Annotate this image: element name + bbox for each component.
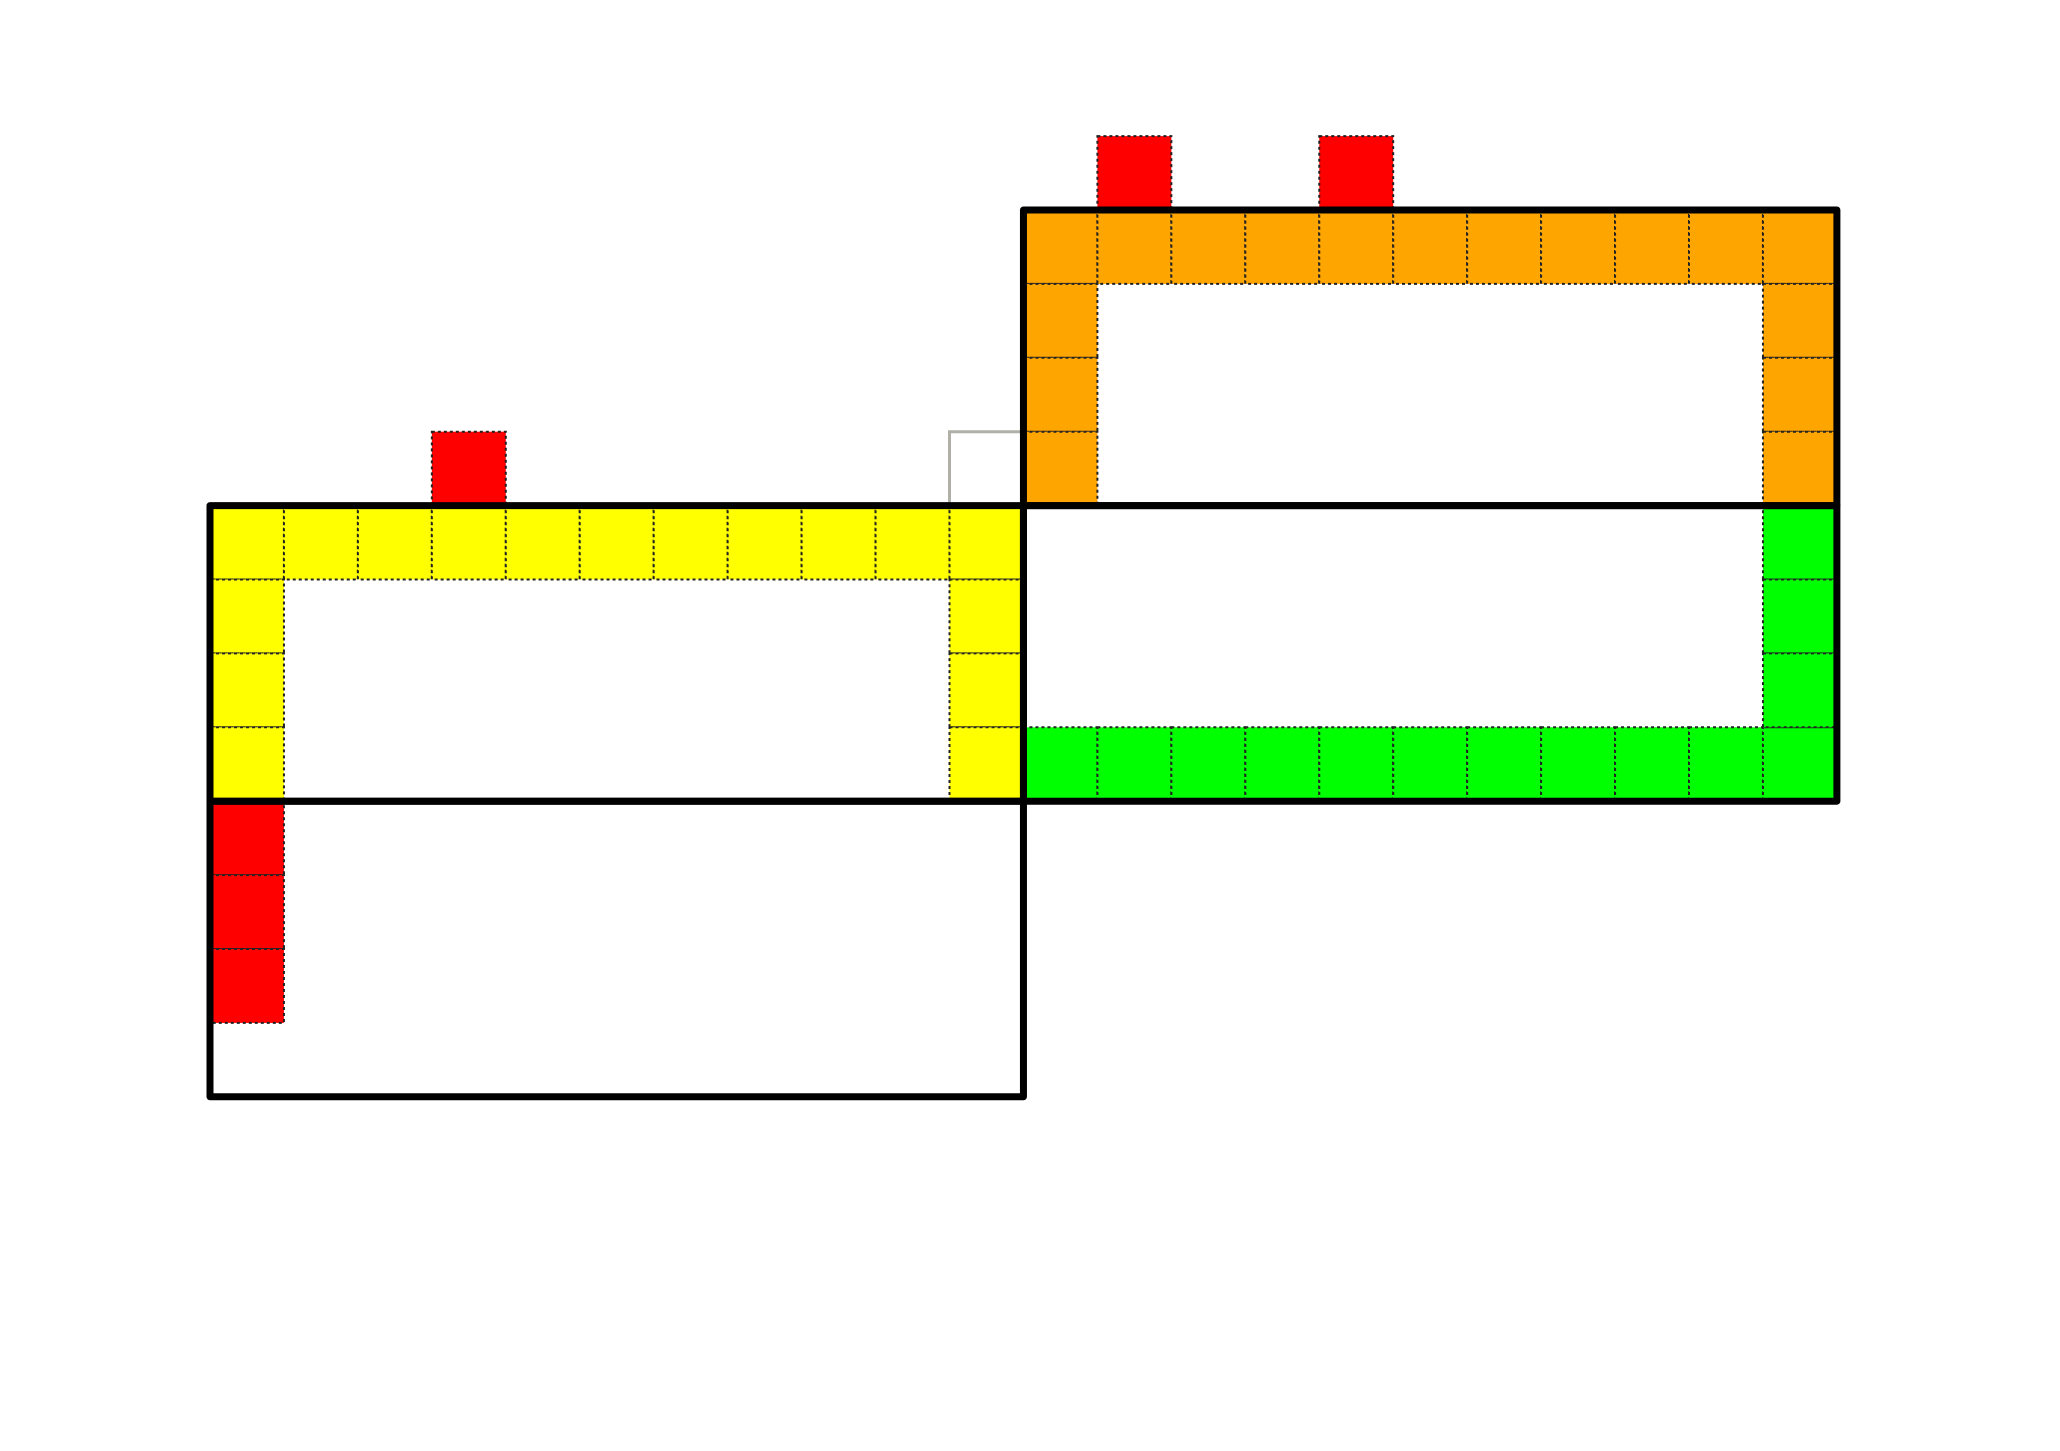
- yellow-cell: [948, 504, 1025, 581]
- orange-cell: [1022, 356, 1099, 433]
- yellow-cell: [948, 652, 1025, 729]
- red-cell: [209, 948, 285, 1024]
- red-cell: [1096, 135, 1173, 212]
- orange-cell: [1761, 282, 1838, 359]
- orange-cell: [1688, 209, 1764, 285]
- yellow-cell: [356, 504, 433, 581]
- green-cell: [1096, 726, 1173, 803]
- orange-cell: [1392, 209, 1469, 285]
- orange-cell: [1466, 209, 1543, 285]
- red-cell: [209, 800, 285, 877]
- orange-cell: [1096, 209, 1173, 285]
- orange-cell: [1022, 209, 1099, 285]
- green-cell: [1761, 504, 1838, 581]
- green-cell: [1761, 578, 1838, 655]
- yellow-cell: [209, 578, 285, 655]
- red-cell: [209, 874, 285, 950]
- bottom-region-border: [206, 797, 1027, 1101]
- ghost-cell-outline: [948, 430, 1024, 506]
- yellow-cell: [209, 726, 285, 803]
- green-cell: [1540, 726, 1617, 803]
- green-cell: [1761, 652, 1838, 729]
- yellow-cell: [948, 726, 1025, 803]
- orange-cell: [1540, 209, 1617, 285]
- orange-cell: [1244, 209, 1321, 285]
- green-cell: [1761, 726, 1838, 803]
- yellow-cell: [209, 504, 285, 581]
- orange-cell: [1170, 209, 1247, 285]
- yellow-cell: [874, 504, 951, 581]
- green-cell: [1614, 726, 1691, 803]
- green-cell: [1244, 726, 1321, 803]
- green-cell: [1392, 726, 1469, 803]
- green-cell: [1170, 726, 1247, 803]
- orange-cell: [1761, 209, 1838, 285]
- orange-cell: [1761, 430, 1838, 507]
- green-cell: [1466, 726, 1543, 803]
- orange-cell: [1022, 282, 1099, 359]
- yellow-cell: [504, 504, 581, 581]
- green-cell: [1022, 726, 1099, 803]
- orange-cell: [1614, 209, 1691, 285]
- yellow-cell: [726, 504, 803, 581]
- orange-cell: [1318, 209, 1395, 285]
- green-cell: [1688, 726, 1764, 803]
- green-cell: [1318, 726, 1395, 803]
- orange-cell: [1761, 356, 1838, 433]
- yellow-cell: [800, 504, 877, 581]
- yellow-cell: [652, 504, 729, 581]
- red-cell: [1318, 135, 1395, 212]
- yellow-cell: [578, 504, 655, 581]
- orange-cell: [1022, 430, 1099, 507]
- yellow-cell: [948, 578, 1025, 655]
- yellow-cell: [209, 652, 285, 729]
- red-cell: [430, 430, 507, 507]
- yellow-cell: [282, 504, 359, 581]
- yellow-cell: [430, 504, 507, 581]
